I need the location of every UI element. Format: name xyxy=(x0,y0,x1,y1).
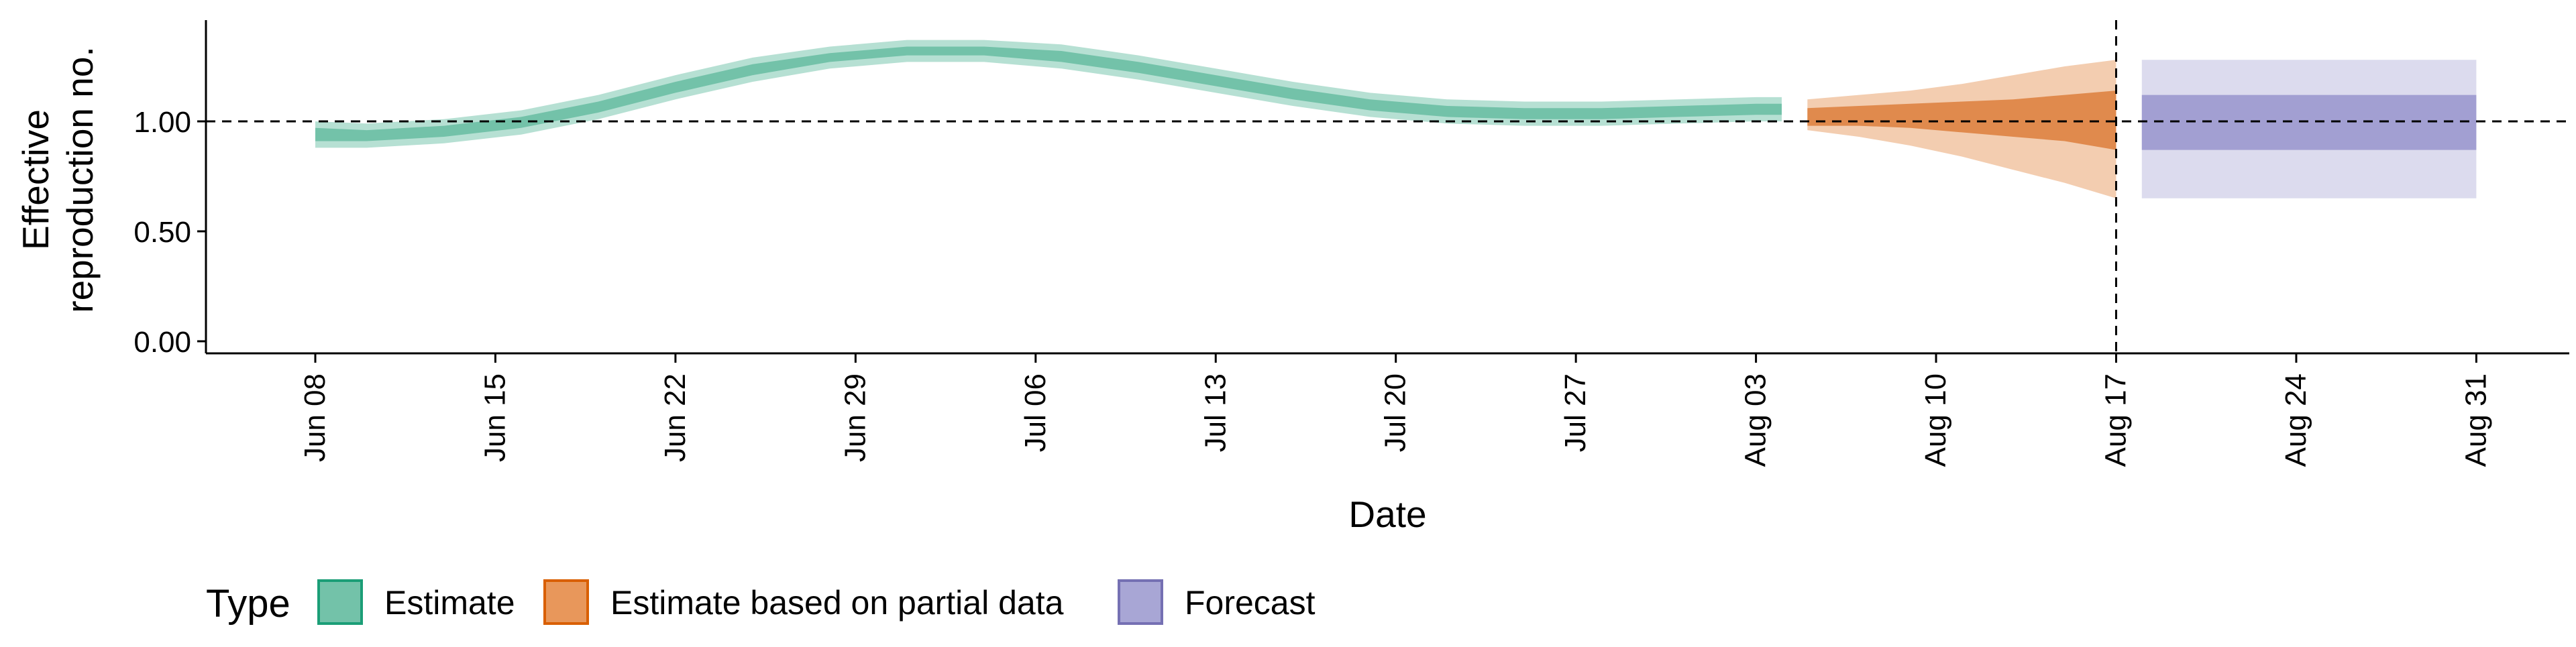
legend: Type Estimate Estimate based on partial da… xyxy=(206,579,1316,626)
x-tick-label: Aug 17 xyxy=(2100,373,2133,467)
x-tick-label: Aug 31 xyxy=(2459,373,2492,467)
legend-label: Estimate based on partial data xyxy=(610,584,1064,622)
band-90-estimate xyxy=(315,40,1782,148)
x-tick-label: Aug 24 xyxy=(2279,373,2312,467)
legend-key xyxy=(317,579,363,625)
x-tick-label: Jun 08 xyxy=(299,373,331,462)
y-tick-label: 1.00 xyxy=(133,106,191,139)
band-50-estimate-based-on-partial-data xyxy=(1807,91,2116,150)
legend-title: Type xyxy=(206,582,290,626)
band-50-estimate xyxy=(315,46,1782,141)
plot-bands xyxy=(315,40,2477,198)
x-tick-label: Jun 15 xyxy=(478,373,511,462)
y-axis-title: Effectivereproduction no. xyxy=(15,46,101,313)
x-tick-label: Aug 03 xyxy=(1739,373,1772,467)
legend-label: Forecast xyxy=(1185,584,1316,622)
legend-key xyxy=(543,579,589,625)
x-tick-label: Jul 06 xyxy=(1019,373,1052,452)
x-axis-title: Date xyxy=(1348,493,1426,535)
legend-key xyxy=(1118,579,1163,625)
band-50-forecast xyxy=(2141,95,2477,150)
y-tick-label: 0.50 xyxy=(133,216,191,249)
x-tick-label: Jun 22 xyxy=(659,373,692,462)
y-axis-title-line: Effective xyxy=(15,109,56,250)
x-tick-label: Jul 20 xyxy=(1379,373,1412,452)
x-tick-label: Jun 29 xyxy=(839,373,871,462)
legend-label: Estimate xyxy=(384,584,515,622)
y-tick-label: 0.00 xyxy=(133,326,191,359)
x-tick-label: Jul 27 xyxy=(1559,373,1592,452)
x-tick-label: Aug 10 xyxy=(1919,373,1952,467)
reference-lines xyxy=(206,20,2569,353)
axes: 0.00 0.50 1.00 Jun 08 Jun 15 Jun 22 Jun 29 Jul … xyxy=(15,20,2569,535)
y-axis-title-line: reproduction no. xyxy=(59,46,101,313)
x-tick-label: Jul 13 xyxy=(1199,373,1232,452)
